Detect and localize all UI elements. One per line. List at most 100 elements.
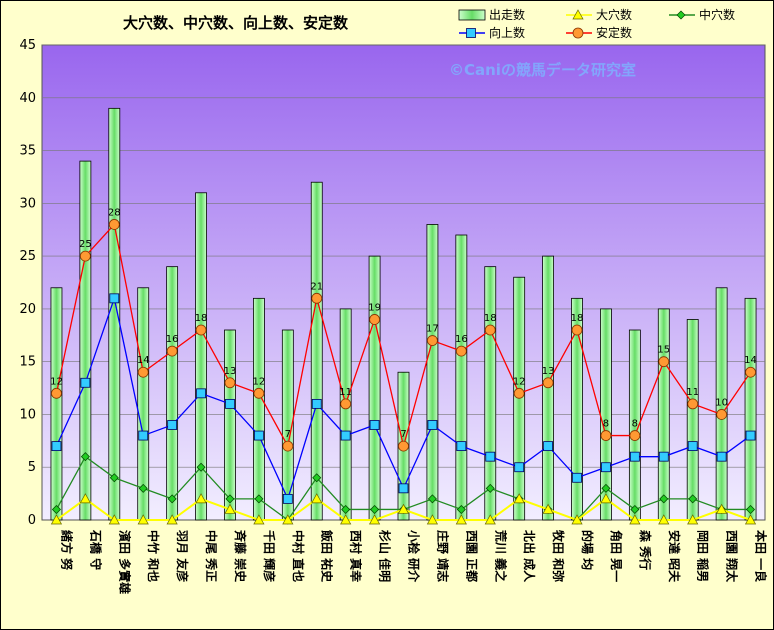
legend-label: 向上数 [489,25,525,40]
point-improve [716,451,727,462]
y-tick-label: 20 [19,302,36,317]
point-improve [514,462,525,473]
point-mid-holes [688,494,698,504]
point-improve [427,420,438,430]
point-mid-holes [341,504,351,514]
bar-starts [224,329,236,521]
point-stable [195,324,207,336]
point-improve [745,430,756,441]
chart-title: 大穴数、中穴数、向上数、安定数 [123,14,349,32]
x-category-label: 角田 晃一 [609,530,624,582]
point-mid-holes [225,494,235,504]
point-big-holes [484,514,496,525]
point-stable [455,345,467,357]
point-stable [745,366,756,378]
y-tick-label: 5 [28,460,36,475]
point-stable [166,345,178,357]
data-label-stable: 21 [310,281,323,292]
point-improve [225,398,235,409]
point-stable [687,398,699,410]
point-stable [427,335,438,346]
point-stable [282,440,294,452]
point-improve [80,377,91,388]
x-category-label: 西園 正都 [464,530,479,582]
data-label-stable: 7 [285,429,291,440]
data-labels: 12 25 28 14 16 18 13 12 7 21 11 19 7 17 16 18 12 13 18 8 8 15… [50,207,757,440]
x-category-label: 的場 均 [580,530,595,570]
legend-marker [572,27,584,39]
point-mid-holes [456,504,466,514]
point-mid-holes [630,504,640,514]
legend-marker [466,28,476,38]
point-improve [340,430,351,441]
data-label-stable: 8 [603,419,609,430]
point-mid-holes [746,504,756,514]
legend-label: 中穴数 [699,7,735,22]
point-improve [253,430,264,441]
x-category-label: 岡田 稲男 [696,530,711,582]
point-big-holes [716,503,728,514]
y-tick-label: 25 [19,249,36,264]
point-big-holes [340,514,352,525]
data-label-stable: 10 [715,397,728,408]
x-category-label: 本田 一良 [754,530,769,582]
bar-starts [715,287,728,521]
point-stable [600,430,612,441]
point-mid-holes [80,452,90,462]
point-improve [167,420,178,430]
data-label-stable: 11 [339,387,352,398]
data-label-stable: 19 [368,302,381,313]
point-stable [311,292,323,304]
point-stable [484,324,496,336]
point-improve [282,493,293,504]
point-improve [629,451,640,462]
point-stable [224,377,236,389]
point-big-holes [137,514,149,525]
bar-starts [310,181,323,521]
data-label-stable: 14 [744,355,757,366]
y-tick-label: 15 [19,355,36,370]
point-improve [109,293,120,304]
point-improve [311,398,322,409]
data-label-stable: 8 [632,419,638,430]
point-big-holes [311,493,323,504]
x-category-label: 羽月 友彦 [175,530,190,582]
point-big-holes [166,514,178,525]
x-category-label: 斉藤 崇史 [233,530,248,583]
point-mid-holes [312,473,322,483]
gridlines [42,44,765,468]
point-big-holes [368,514,381,525]
point-big-holes [79,493,91,504]
point-improve [485,451,496,462]
legend-label: 出走数 [489,7,525,22]
point-improve [196,388,206,399]
legend-marker [572,9,584,20]
bar-starts [657,308,670,521]
point-mid-holes [254,494,264,504]
point-big-holes [108,514,120,525]
point-stable [253,387,265,399]
data-label-stable: 12 [50,376,63,387]
point-big-holes [513,493,525,504]
x-category-label: 西園 翔太 [725,530,740,583]
point-big-holes [744,514,757,525]
legend-label: 安定数 [596,25,632,40]
data-label-stable: 12 [253,376,266,387]
point-stable [716,409,728,420]
x-category-label: 牧田 和弥 [551,530,566,582]
data-label-stable: 25 [79,239,92,250]
point-improve [601,462,611,473]
point-stable [108,219,120,230]
legend-swatch [458,9,486,21]
point-big-holes [253,514,265,525]
point-stable [658,356,670,368]
point-stable [542,377,554,389]
point-improve [572,472,582,483]
y-tick-label: 40 [19,91,36,106]
point-big-holes [455,514,467,525]
point-stable [137,366,149,378]
point-stable [340,398,352,410]
watermark: ©Caniの競馬データ研究室 [449,61,636,79]
data-label-stable: 11 [686,387,699,398]
